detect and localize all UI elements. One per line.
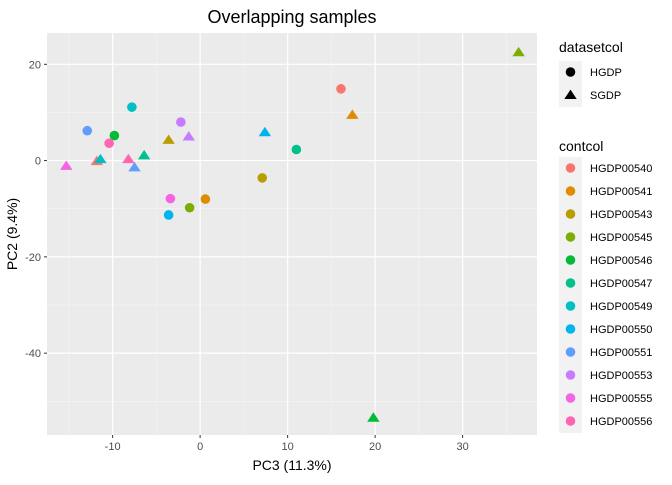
y-axis-ticks: 20 0 -20 -40 xyxy=(25,59,47,360)
color-legend-label: HGDP00545 xyxy=(590,232,652,244)
data-point-triangle xyxy=(162,134,175,144)
data-point-circle xyxy=(176,117,186,127)
legend-color-swatch xyxy=(565,416,576,426)
color-legend-label: HGDP00555 xyxy=(590,393,652,405)
data-point-circle xyxy=(127,102,137,112)
x-tick-label: 0 xyxy=(197,441,203,453)
x-axis-ticks: -10 0 10 20 30 xyxy=(105,435,469,453)
data-point-triangle xyxy=(122,153,135,164)
color-legend-label: HGDP00540 xyxy=(590,163,652,175)
major-gridlines xyxy=(47,33,537,435)
shape-legend-title: datasetcol xyxy=(559,39,623,55)
x-tick-label: -10 xyxy=(105,441,121,453)
legend-color-swatch xyxy=(565,255,576,265)
data-point-circle xyxy=(200,194,211,204)
data-point-triangle xyxy=(367,412,380,422)
x-tick-label: 20 xyxy=(369,441,381,453)
color-legend-label: HGDP00543 xyxy=(590,209,652,221)
data-point-circle xyxy=(291,144,302,155)
chart-title: Overlapping samples xyxy=(207,7,376,27)
legend-triangle-symbol xyxy=(564,89,577,100)
color-legend-label: HGDP00551 xyxy=(590,347,652,359)
minor-gridlines xyxy=(47,33,537,435)
shape-legend-label: SGDP xyxy=(590,90,621,102)
legend-color-swatch xyxy=(565,186,576,196)
color-legend-title: contcol xyxy=(559,138,603,154)
legend-color-swatch xyxy=(565,370,576,380)
color-legend-label: HGDP00549 xyxy=(590,301,652,313)
data-point-circle xyxy=(184,202,195,213)
y-tick-label: -40 xyxy=(25,348,41,360)
data-point-triangle xyxy=(60,160,73,170)
legend-color-swatch xyxy=(565,163,576,173)
data-point-triangle xyxy=(94,153,107,164)
data-point-circle xyxy=(109,130,120,141)
color-legend-label: HGDP00547 xyxy=(590,278,652,290)
legend-color-swatch xyxy=(565,324,576,334)
x-axis-label: PC3 (11.3%) xyxy=(252,457,331,473)
y-tick-label: -20 xyxy=(25,252,41,264)
legend-color-swatch xyxy=(565,278,576,288)
data-point-triangle xyxy=(182,131,195,141)
legend-color-swatch xyxy=(565,301,576,311)
color-legend: contcol HGDP00540 HGDP00541 HGDP00543 HGDP0… xyxy=(559,138,652,433)
legend-color-swatch xyxy=(565,347,576,357)
y-axis-label: PC2 (9.4%) xyxy=(4,198,20,270)
data-point-circle xyxy=(104,138,114,149)
data-point-triangle xyxy=(128,161,141,172)
legend-color-swatch xyxy=(565,232,576,242)
data-point-circle xyxy=(336,84,346,94)
legend-color-swatch xyxy=(565,209,576,219)
color-legend-label: HGDP00546 xyxy=(590,255,652,267)
plot-panel xyxy=(47,33,537,435)
data-point-circle xyxy=(165,193,176,204)
x-tick-label: 30 xyxy=(457,441,469,453)
shape-legend: datasetcol HGDP SGDP xyxy=(559,39,623,107)
color-legend-label: HGDP00541 xyxy=(590,186,652,198)
data-point-triangle xyxy=(137,149,151,160)
color-legend-label: HGDP00553 xyxy=(590,370,652,382)
legend-color-swatch xyxy=(565,393,576,403)
y-tick-label: 0 xyxy=(35,156,41,168)
legend-circle-symbol xyxy=(565,67,576,77)
y-tick-label: 20 xyxy=(29,59,41,71)
x-tick-label: 10 xyxy=(282,441,294,453)
data-point-circle xyxy=(257,173,268,183)
data-point-triangle xyxy=(258,126,272,137)
color-legend-label: HGDP00556 xyxy=(590,416,652,428)
shape-legend-label: HGDP xyxy=(590,67,622,79)
data-points xyxy=(60,46,525,422)
data-point-triangle xyxy=(346,109,359,119)
data-point-triangle xyxy=(512,46,525,57)
data-point-circle xyxy=(163,210,174,220)
color-legend-label: HGDP00550 xyxy=(590,324,652,336)
data-point-circle xyxy=(82,125,93,136)
